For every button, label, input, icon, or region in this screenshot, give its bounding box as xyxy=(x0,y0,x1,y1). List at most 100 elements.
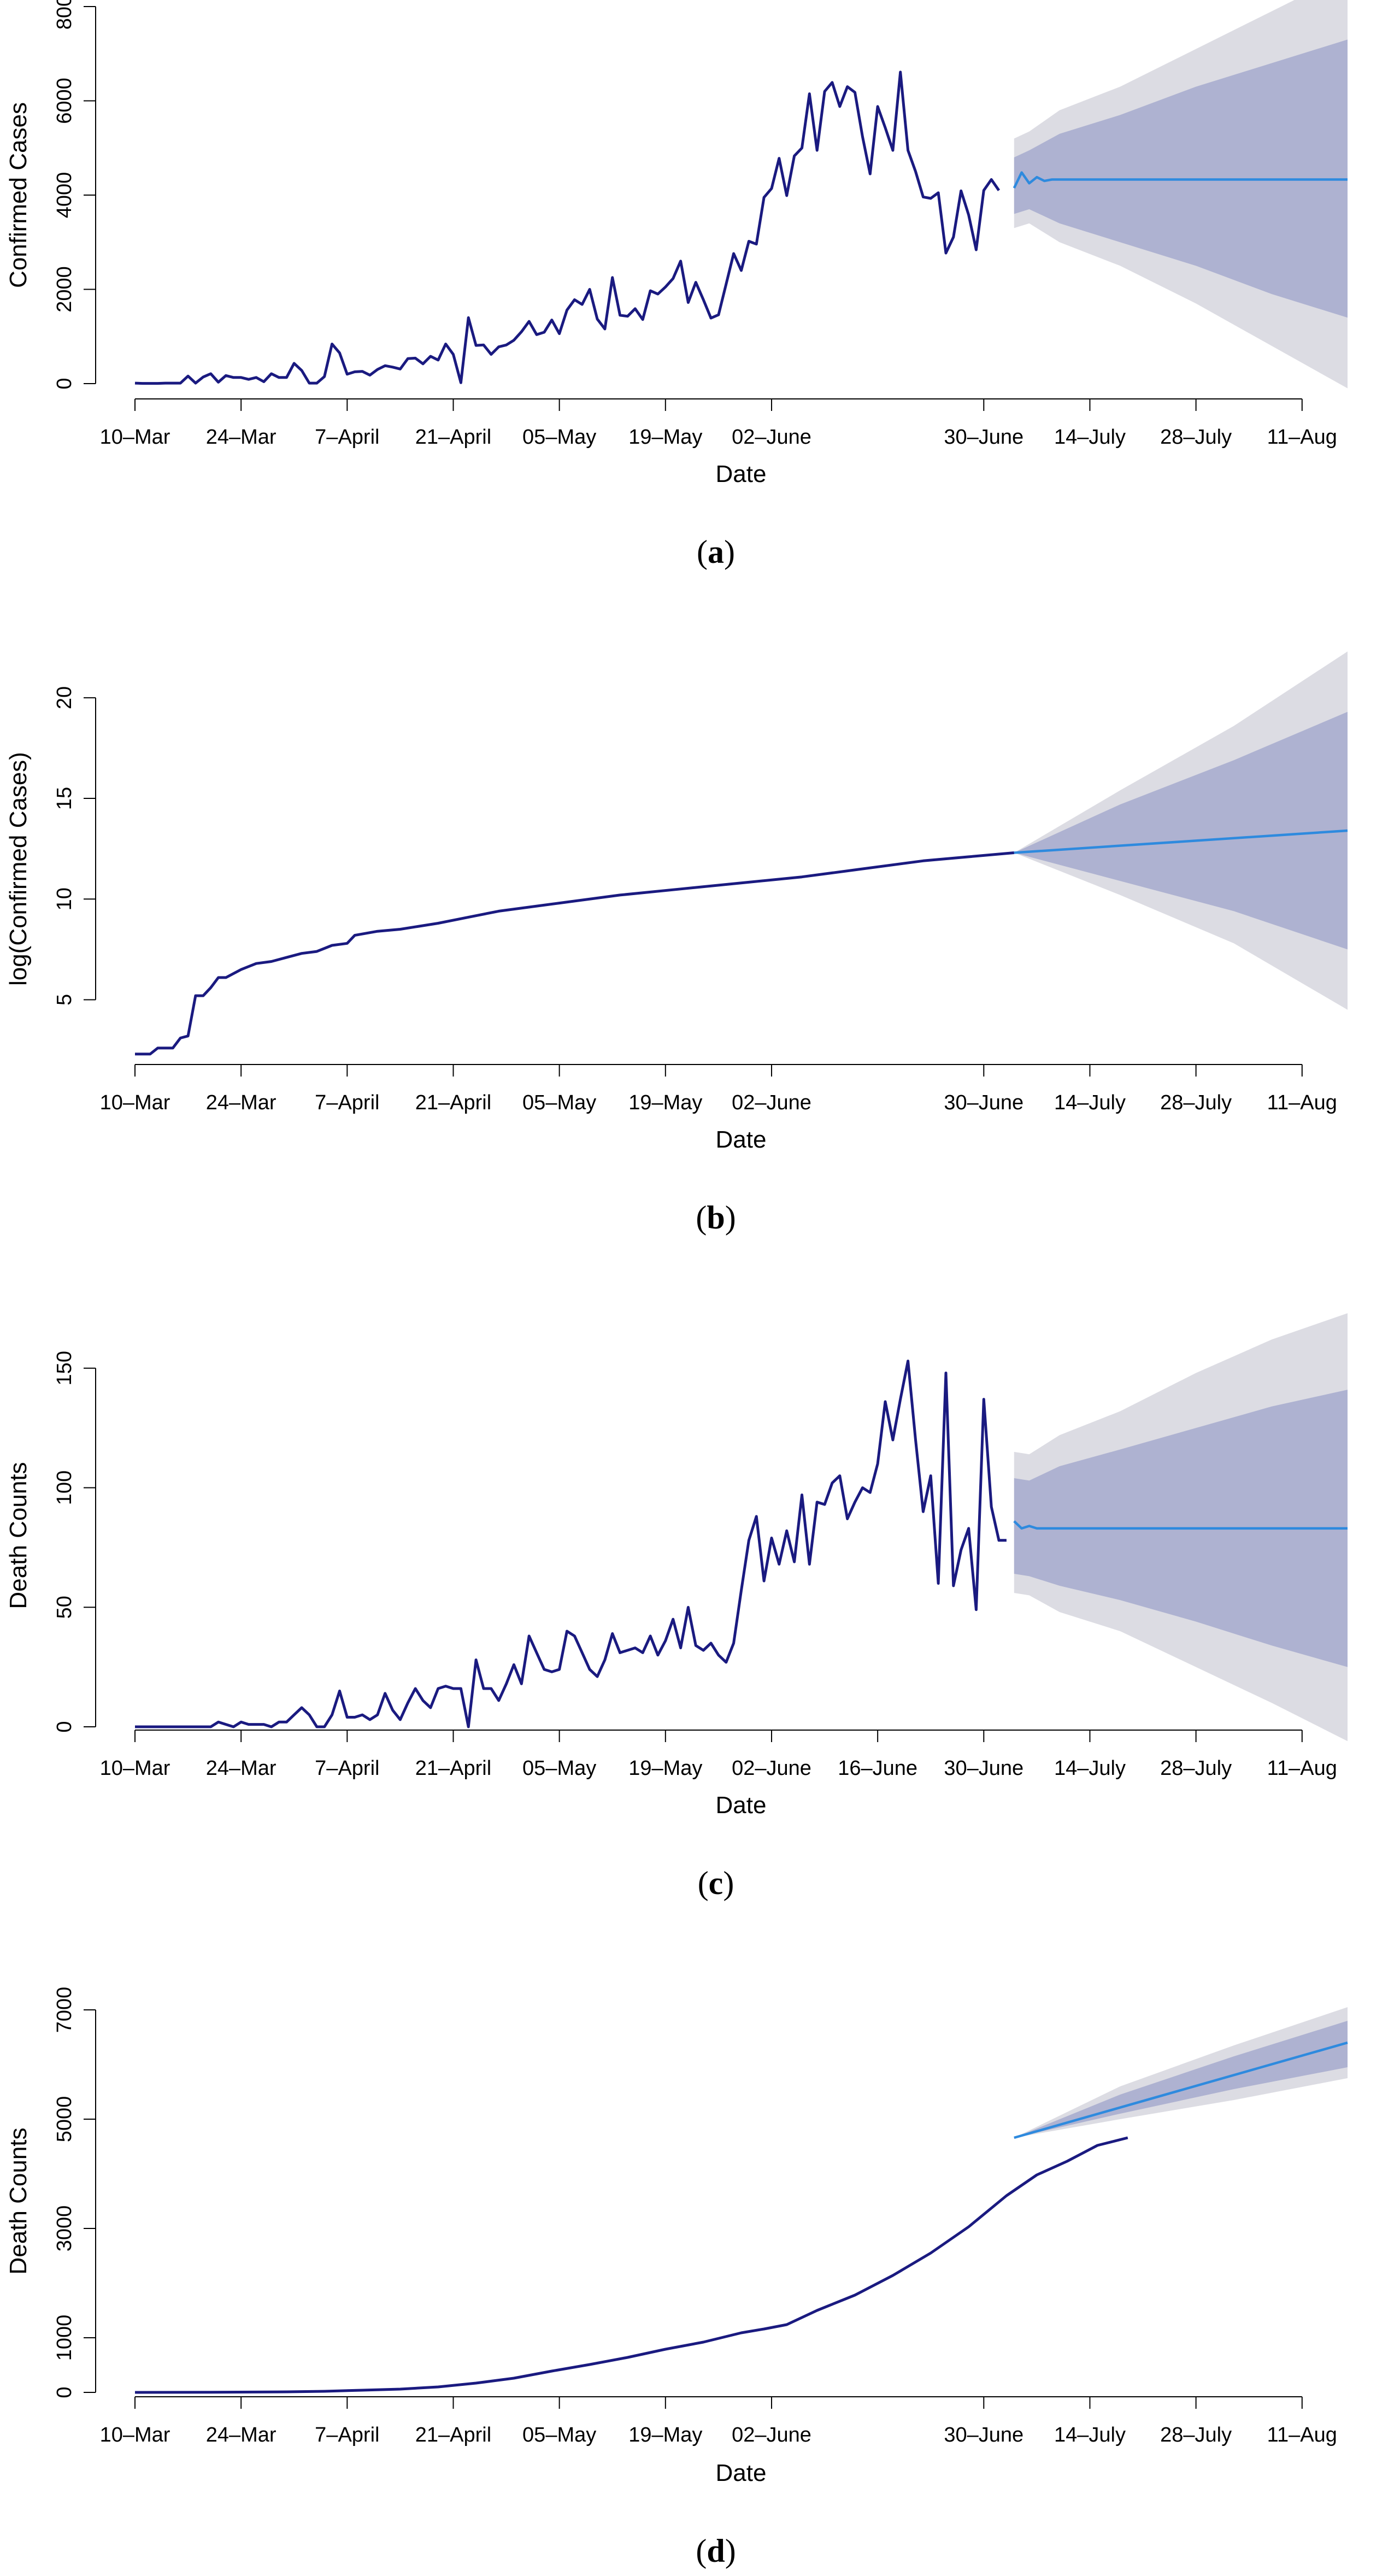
x-tick-label: 30–June xyxy=(944,2424,1023,2446)
x-tick-label: 02–June xyxy=(732,2424,811,2446)
x-tick-label: 24–Mar xyxy=(206,426,277,449)
y-tick-label: 50 xyxy=(53,1596,76,1619)
x-tick-label: 7–April xyxy=(315,2424,379,2446)
panel-label-open-paren: ( xyxy=(696,1199,707,1236)
y-axis-title: Confirmed Cases xyxy=(5,102,32,288)
forecast-line-b xyxy=(1014,829,1348,854)
panel-b: 5 10 15 20 10–Mar 24–Mar 7–April 21–April 05–May… xyxy=(5,651,1348,1236)
y-tick-label: 4000 xyxy=(53,172,76,219)
prediction-band-inner-b xyxy=(1014,711,1348,950)
panel-label: (d) xyxy=(696,2533,736,2569)
observed-line-d xyxy=(134,2136,1128,2394)
y-axis-title: Death Counts xyxy=(5,2127,32,2274)
x-tick-label: 11–Aug xyxy=(1267,1091,1337,1114)
panel-label-open-paren: ( xyxy=(697,534,708,570)
y-axis-title: log(Confirmed Cases) xyxy=(5,752,32,986)
x-tick-label: 05–May xyxy=(522,1091,596,1114)
x-tick-label: 11–Aug xyxy=(1267,426,1337,449)
x-tick-label: 28–July xyxy=(1160,1091,1232,1114)
x-tick-label: 28–July xyxy=(1160,2424,1232,2446)
y-tick-label: 8000 xyxy=(53,0,76,30)
panel-a: 0 2000 4000 6000 8000 10–Mar 24–Mar 7–April 21–A… xyxy=(5,0,1348,570)
x-tick-label: 02–June xyxy=(732,1757,811,1780)
panel-label: (b) xyxy=(696,1199,736,1236)
x-tick-label: 11–Aug xyxy=(1267,2424,1337,2446)
y-tick-label: 0 xyxy=(53,378,76,389)
x-tick-label: 7–April xyxy=(315,426,379,449)
x-tick-label: 05–May xyxy=(522,426,596,449)
x-tick-label: 21–April xyxy=(415,1091,491,1114)
y-tick-label: 1000 xyxy=(53,2315,76,2361)
y-tick-label: 0 xyxy=(53,2386,76,2398)
y-tick-label: 0 xyxy=(53,1721,76,1732)
x-tick-label: 10–Mar xyxy=(100,1091,170,1114)
observed-line-a xyxy=(134,70,1001,385)
y-tick-label: 7000 xyxy=(53,1987,76,2033)
x-tick-label: 05–May xyxy=(522,1757,596,1780)
x-axis-title: Date xyxy=(716,2460,767,2486)
x-tick-label: 30–June xyxy=(944,426,1023,449)
x-tick-label: 14–July xyxy=(1054,1091,1126,1114)
x-tick-label: 05–May xyxy=(522,2424,596,2446)
x-tick-label: 10–Mar xyxy=(100,2424,170,2446)
y-tick-label: 100 xyxy=(53,1471,76,1505)
panel-label: (c) xyxy=(698,1865,734,1901)
panel-label-close-paren: ) xyxy=(724,534,735,570)
panel-label-open-paren: ( xyxy=(696,2533,707,2569)
y-tick-label: 6000 xyxy=(53,78,76,124)
y-tick-label: 2000 xyxy=(53,266,76,313)
x-tick-label: 02–June xyxy=(732,426,811,449)
forecast-line-a xyxy=(1013,171,1348,189)
y-tick-label: 10 xyxy=(53,887,76,910)
panel-label-letter: b xyxy=(707,1199,725,1236)
x-tick-label: 30–June xyxy=(944,1757,1023,1780)
panel-label-letter: a xyxy=(708,534,724,570)
x-tick-label: 24–Mar xyxy=(206,1091,277,1114)
x-tick-label: 24–Mar xyxy=(206,2424,277,2446)
x-tick-label: 16–June xyxy=(838,1757,917,1780)
panel-label-letter: c xyxy=(709,1865,723,1901)
x-tick-label: 14–July xyxy=(1054,426,1126,449)
x-tick-label: 02–June xyxy=(732,1091,811,1114)
x-axis-title: Date xyxy=(716,1126,767,1153)
y-tick-label: 5 xyxy=(53,994,76,1005)
x-tick-label: 30–June xyxy=(944,1091,1023,1114)
y-tick-label: 5000 xyxy=(53,2096,76,2143)
forecast-line-c xyxy=(1013,1520,1348,1530)
panel-label-close-paren: ) xyxy=(723,1865,734,1901)
panel-d: 0 1000 3000 5000 7000 10–Mar 24–Mar 7–April 21–A… xyxy=(5,1987,1348,2569)
x-tick-label: 10–Mar xyxy=(100,1757,170,1780)
forecast-line-d xyxy=(1014,2041,1348,2139)
y-tick-label: 150 xyxy=(53,1351,76,1385)
x-tick-label: 21–April xyxy=(415,426,491,449)
x-tick-label: 7–April xyxy=(315,1757,379,1780)
panel-label-close-paren: ) xyxy=(725,2533,736,2569)
x-tick-label: 19–May xyxy=(628,1091,702,1114)
x-axis-title: Date xyxy=(716,1792,767,1819)
observed-line-b xyxy=(135,851,1015,1056)
x-tick-label: 11–Aug xyxy=(1267,1757,1337,1780)
panel-label: (a) xyxy=(697,534,735,570)
x-tick-label: 24–Mar xyxy=(206,1757,277,1780)
x-tick-label: 10–Mar xyxy=(100,426,170,449)
y-tick-label: 3000 xyxy=(53,2206,76,2252)
prediction-band-inner-d xyxy=(1014,2021,1348,2138)
panel-label-close-paren: ) xyxy=(725,1199,736,1236)
x-tick-label: 14–July xyxy=(1054,1757,1126,1780)
x-tick-label: 14–July xyxy=(1054,2424,1126,2446)
x-tick-label: 19–May xyxy=(628,1757,702,1780)
panel-label-open-paren: ( xyxy=(698,1865,709,1901)
panel-c: 0 50 100 150 10–Mar 24–Mar 7–April 21–April 05–M… xyxy=(5,1313,1348,1901)
x-tick-label: 28–July xyxy=(1160,426,1232,449)
x-axis-title: Date xyxy=(716,461,767,487)
x-tick-label: 19–May xyxy=(628,426,702,449)
y-axis-title: Death Counts xyxy=(5,1462,32,1609)
x-tick-label: 21–April xyxy=(415,1757,491,1780)
y-tick-label: 20 xyxy=(53,686,76,709)
x-tick-label: 21–April xyxy=(415,2424,491,2446)
y-tick-label: 15 xyxy=(53,787,76,810)
x-tick-label: 7–April xyxy=(315,1091,379,1114)
observed-line-c xyxy=(135,1360,1007,1728)
panel-label-letter: d xyxy=(707,2533,725,2569)
